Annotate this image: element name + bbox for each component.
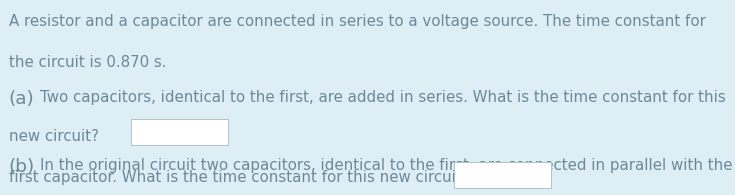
Text: (a): (a) <box>9 90 35 108</box>
Text: the circuit is 0.870 s.: the circuit is 0.870 s. <box>9 55 166 70</box>
Text: Two capacitors, identical to the first, are added in series. What is the time co: Two capacitors, identical to the first, … <box>40 90 725 105</box>
FancyBboxPatch shape <box>454 162 551 188</box>
Text: In the original circuit two capacitors, identical to the first, are connected in: In the original circuit two capacitors, … <box>40 158 732 173</box>
Text: A resistor and a capacitor are connected in series to a voltage source. The time: A resistor and a capacitor are connected… <box>9 14 706 29</box>
Text: first capacitor. What is the time constant for this new circuit?: first capacitor. What is the time consta… <box>9 170 470 185</box>
FancyBboxPatch shape <box>131 119 228 145</box>
Text: new circuit?: new circuit? <box>9 129 98 144</box>
Text: (b): (b) <box>9 158 35 176</box>
